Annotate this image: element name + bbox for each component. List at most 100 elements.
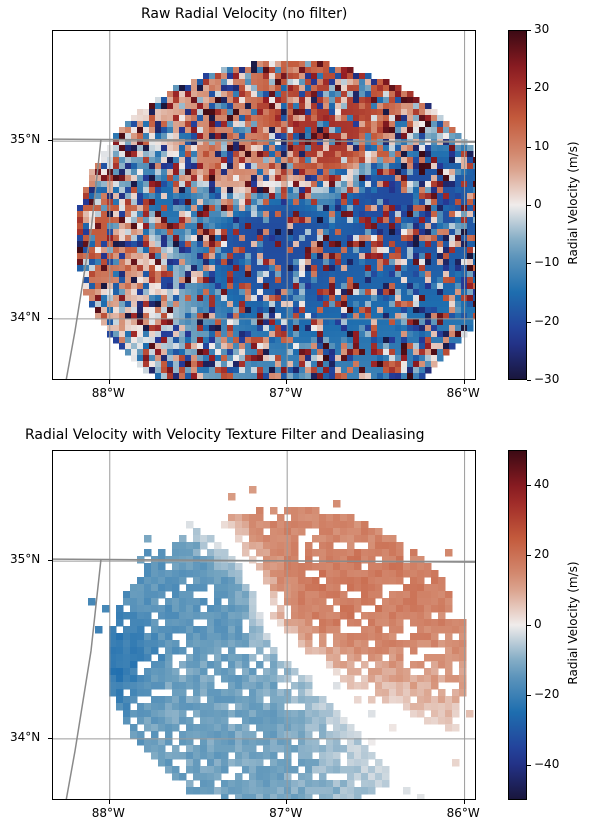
velocity-cell: [329, 205, 336, 212]
velocity-cell: [144, 563, 152, 571]
velocity-cell: [214, 640, 222, 648]
velocity-cell: [270, 535, 278, 543]
velocity-cell: [438, 689, 446, 697]
velocity-cell: [200, 598, 208, 606]
velocity-cell: [215, 241, 222, 248]
velocity-cell: [197, 337, 204, 344]
velocity-cell: [144, 640, 152, 648]
velocity-cell: [109, 647, 117, 655]
velocity-cell: [305, 710, 313, 718]
velocity-cell: [425, 187, 432, 194]
velocity-cell: [425, 121, 432, 128]
velocity-cell: [172, 563, 180, 571]
velocity-cell: [161, 301, 168, 308]
velocity-cell: [119, 145, 126, 152]
velocity-cell: [299, 61, 306, 68]
velocity-cell: [95, 313, 102, 320]
velocity-cell: [214, 710, 222, 718]
velocity-cell: [197, 157, 204, 164]
velocity-cell: [299, 367, 306, 374]
velocity-cell: [245, 85, 252, 92]
velocity-cell: [193, 577, 201, 585]
velocity-cell: [317, 271, 324, 278]
velocity-cell: [305, 514, 313, 522]
velocity-cell: [326, 654, 334, 662]
velocity-cell: [333, 640, 341, 648]
velocity-cell: [207, 752, 215, 760]
velocity-cell: [317, 289, 324, 296]
velocity-cell: [341, 325, 348, 332]
velocity-cell: [191, 367, 198, 374]
velocity-cell: [161, 361, 168, 368]
velocity-cell: [263, 181, 270, 188]
velocity-cell: [319, 640, 327, 648]
velocity-cell: [347, 521, 355, 529]
velocity-cell: [228, 654, 236, 662]
velocity-cell: [277, 605, 285, 613]
velocity-cell: [401, 211, 408, 218]
velocity-cell: [242, 612, 250, 620]
velocity-cell: [425, 289, 432, 296]
velocity-cell: [221, 187, 228, 194]
velocity-cell: [249, 752, 257, 760]
velocity-cell: [83, 241, 90, 248]
velocity-cell: [401, 343, 408, 350]
velocity-cell: [299, 127, 306, 134]
velocity-cell: [215, 193, 222, 200]
velocity-cell: [281, 199, 288, 206]
velocity-cell: [83, 211, 90, 218]
velocity-cell: [207, 787, 215, 795]
velocity-cell: [173, 103, 180, 110]
velocity-cell: [161, 163, 168, 170]
velocity-cell: [221, 313, 228, 320]
velocity-cell: [311, 325, 318, 332]
velocity-cell: [227, 343, 234, 350]
velocity-cell: [185, 349, 192, 356]
velocity-cell: [263, 241, 270, 248]
velocity-cell: [353, 319, 360, 326]
velocity-cell: [215, 163, 222, 170]
velocity-cell: [455, 289, 462, 296]
velocity-cell: [417, 570, 425, 578]
velocity-cell: [375, 563, 383, 571]
velocity-cell: [245, 331, 252, 338]
velocity-cell: [209, 259, 216, 266]
velocity-cell: [269, 337, 276, 344]
velocity-cell: [413, 265, 420, 272]
velocity-cell: [191, 181, 198, 188]
velocity-cell: [143, 295, 150, 302]
velocity-cell: [179, 675, 187, 683]
velocity-cell: [155, 331, 162, 338]
velocity-cell: [83, 187, 90, 194]
velocity-cell: [319, 745, 327, 753]
velocity-cell: [233, 205, 240, 212]
velocity-cell: [263, 253, 270, 260]
velocity-cell: [116, 633, 124, 641]
velocity-cell: [203, 169, 210, 176]
velocity-cell: [233, 307, 240, 314]
velocity-cell: [284, 661, 292, 669]
velocity-cell: [251, 127, 258, 134]
velocity-cell: [431, 626, 439, 634]
velocity-cell: [383, 355, 390, 362]
velocity-cell: [293, 373, 300, 379]
velocity-cell: [407, 115, 414, 122]
velocity-cell: [319, 535, 327, 543]
velocity-cell: [293, 361, 300, 368]
velocity-cell: [149, 229, 156, 236]
velocity-cell: [257, 283, 264, 290]
velocity-cell: [137, 675, 145, 683]
velocity-cell: [215, 319, 222, 326]
velocity-cell: [119, 277, 126, 284]
velocity-cell: [365, 91, 372, 98]
velocity-cell: [263, 103, 270, 110]
velocity-cell: [257, 295, 264, 302]
velocity-cell: [403, 605, 411, 613]
velocity-cell: [317, 205, 324, 212]
velocity-cell: [155, 217, 162, 224]
velocity-cell: [403, 787, 411, 795]
velocity-cell: [239, 343, 246, 350]
velocity-cell: [113, 283, 120, 290]
velocity-cell: [368, 619, 376, 627]
velocity-cell: [172, 717, 180, 725]
